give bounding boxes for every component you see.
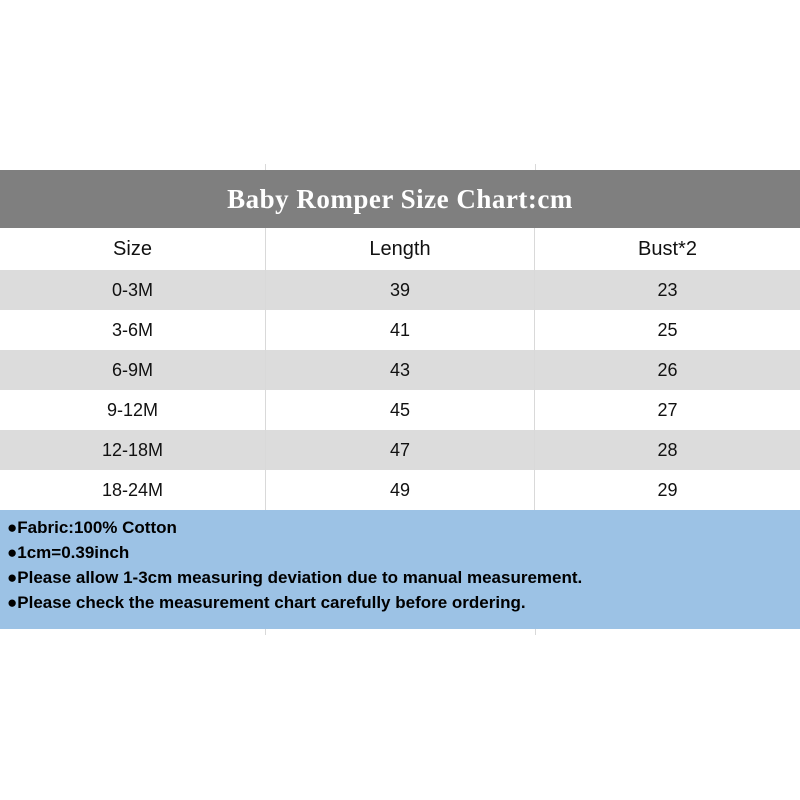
table-cell-bust: 26 bbox=[657, 359, 678, 380]
table-cell-size: 12-18M bbox=[101, 439, 164, 460]
column-header-length: Length bbox=[265, 228, 535, 270]
grid-line-stub bbox=[535, 164, 536, 170]
notes-panel: ●Fabric:100% Cotton ●1cm=0.39inch ●Pleas… bbox=[0, 510, 800, 629]
column-header-bust: Bust*2 bbox=[638, 237, 697, 260]
table-cell-length: 43 bbox=[265, 350, 535, 390]
table-header-row: Size Length Bust*2 bbox=[0, 228, 800, 270]
table-cell-size: 9-12M bbox=[106, 399, 159, 420]
column-header-size: Size bbox=[113, 237, 152, 260]
grid-line-stub bbox=[265, 629, 266, 635]
table-cell-length: 45 bbox=[265, 390, 535, 430]
table-row: 12-18M 47 28 bbox=[0, 430, 800, 470]
note-line-check: ●Please check the measurement chart care… bbox=[7, 593, 526, 612]
table-cell-bust: 28 bbox=[657, 439, 678, 460]
note-line-unit: ●1cm=0.39inch bbox=[7, 543, 130, 562]
table-row: 3-6M 41 25 bbox=[0, 310, 800, 350]
grid-line-stub bbox=[535, 629, 536, 635]
table-row: 18-24M 49 29 bbox=[0, 470, 800, 510]
table-cell-size: 6-9M bbox=[111, 359, 153, 380]
note-line-fabric: ●Fabric:100% Cotton bbox=[7, 518, 177, 537]
table-cell-size: 18-24M bbox=[101, 479, 164, 500]
table-row: 9-12M 45 27 bbox=[0, 390, 800, 430]
note-line-deviation: ●Please allow 1-3cm measuring deviation … bbox=[7, 568, 583, 587]
table-cell-length: 47 bbox=[265, 430, 535, 470]
size-table: Size Length Bust*2 0-3M 39 23 3-6M 41 25… bbox=[0, 228, 800, 510]
table-cell-size: 3-6M bbox=[111, 319, 153, 340]
table-cell-bust: 23 bbox=[657, 279, 678, 300]
title-bar: Baby Romper Size Chart:cm bbox=[0, 170, 800, 228]
table-cell-length: 49 bbox=[265, 470, 535, 510]
table-row: 6-9M 43 26 bbox=[0, 350, 800, 390]
table-row: 0-3M 39 23 bbox=[0, 270, 800, 310]
table-cell-bust: 29 bbox=[657, 479, 678, 500]
table-cell-length: 39 bbox=[265, 270, 535, 310]
table-cell-bust: 25 bbox=[657, 319, 678, 340]
table-cell-size: 0-3M bbox=[111, 279, 153, 300]
grid-line-stub bbox=[265, 164, 266, 170]
page-title: Baby Romper Size Chart:cm bbox=[227, 183, 573, 214]
table-cell-length: 41 bbox=[265, 310, 535, 350]
table-cell-bust: 27 bbox=[657, 399, 678, 420]
